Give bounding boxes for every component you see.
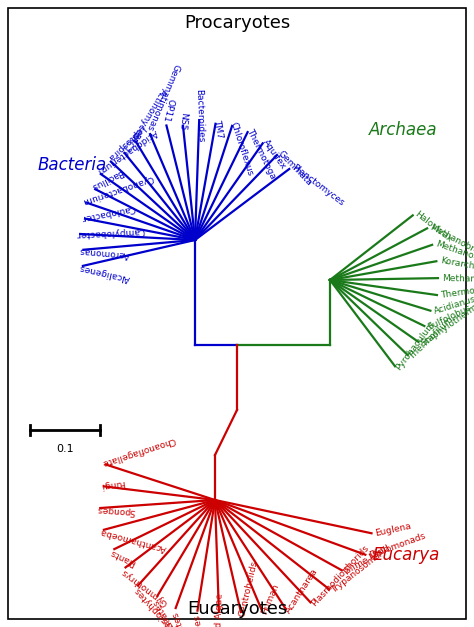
Text: Archaea: Archaea [369,121,438,139]
Text: Choanoflagellate: Choanoflagellate [100,435,176,468]
Text: Cyanobacterium: Cyanobacterium [81,172,155,206]
Text: Alcaligenes: Alcaligenes [78,262,131,283]
Text: OP11: OP11 [161,97,176,123]
Text: Staphylothermus: Staphylothermus [419,296,474,348]
Text: Diplomonads: Diplomonads [367,532,426,561]
Text: Leptospira: Leptospira [105,123,146,162]
Text: Gemmatimonas: Gemmatimonas [145,63,181,132]
Text: Gemmata: Gemmata [276,149,314,187]
Text: Eucarya: Eucarya [373,546,440,564]
Text: Acidobacterium: Acidobacterium [95,127,158,176]
Text: TM7: TM7 [212,119,224,139]
Text: Plasmodiophorids: Plasmodiophorids [310,544,371,608]
Text: Plants: Plants [109,547,137,567]
Text: Korarchaeoata: Korarchaeoata [439,256,474,277]
Text: Acanthamoeba: Acanthamoeba [99,527,167,553]
Text: Campylobacter: Campylobacter [76,226,146,238]
Text: Aeromonas: Aeromonas [79,246,130,259]
Text: NS5: NS5 [177,112,188,131]
Text: Acantharea: Acantharea [284,567,320,615]
Text: Methanobrevibacter: Methanobrevibacter [428,223,474,273]
Text: Trypanosoma: Trypanosoma [329,551,383,595]
Text: Methanococcus: Methanococcus [435,240,474,271]
Text: Slime Mold: Slime Mold [343,544,391,576]
Text: Centrohelids: Centrohelids [237,559,259,617]
Text: Bacteroides: Bacteroides [194,89,205,143]
Text: Acidianus: Acidianus [433,295,474,316]
Text: Thermococcus: Thermococcus [440,282,474,300]
Text: Red Algae: Red Algae [214,593,224,627]
Text: Caulobacter: Caulobacter [80,203,136,223]
Text: Eucaryotes: Eucaryotes [187,600,287,618]
Text: Ciliates: Ciliates [151,597,176,627]
Text: Prymnesiophytes: Prymnesiophytes [132,586,191,627]
Text: Sulfolobus: Sulfolobus [426,303,472,332]
Text: Bacillus: Bacillus [90,167,125,191]
Text: Stramenophiles: Stramenophiles [192,614,212,627]
Text: Bacteria: Bacteria [38,156,107,174]
Text: 0.1: 0.1 [56,444,74,454]
Text: Procaryotes: Procaryotes [184,14,290,32]
Text: Human: Human [259,582,280,616]
Text: Thermofilum: Thermofilum [408,315,455,361]
Text: Pyrobaculum: Pyrobaculum [394,320,437,372]
Text: Thermotoga: Thermotoga [246,127,277,180]
Text: Halovivax: Halovivax [413,209,454,244]
Text: Sponges: Sponges [96,504,135,515]
Text: Dinoflagellates: Dinoflagellates [170,610,202,627]
Text: Methanopyrus: Methanopyrus [442,273,474,283]
Text: Actinomyces: Actinomyces [130,86,167,140]
Text: Planctomyces: Planctomyces [290,163,345,208]
Text: BRC1: BRC1 [118,129,140,153]
Text: Chloroflexus: Chloroflexus [229,120,255,177]
Text: Euglena: Euglena [374,522,412,539]
Text: Aquifex: Aquifex [261,137,288,171]
Text: Fungi: Fungi [100,478,125,490]
Text: Gymnothrys: Gymnothrys [119,566,169,607]
